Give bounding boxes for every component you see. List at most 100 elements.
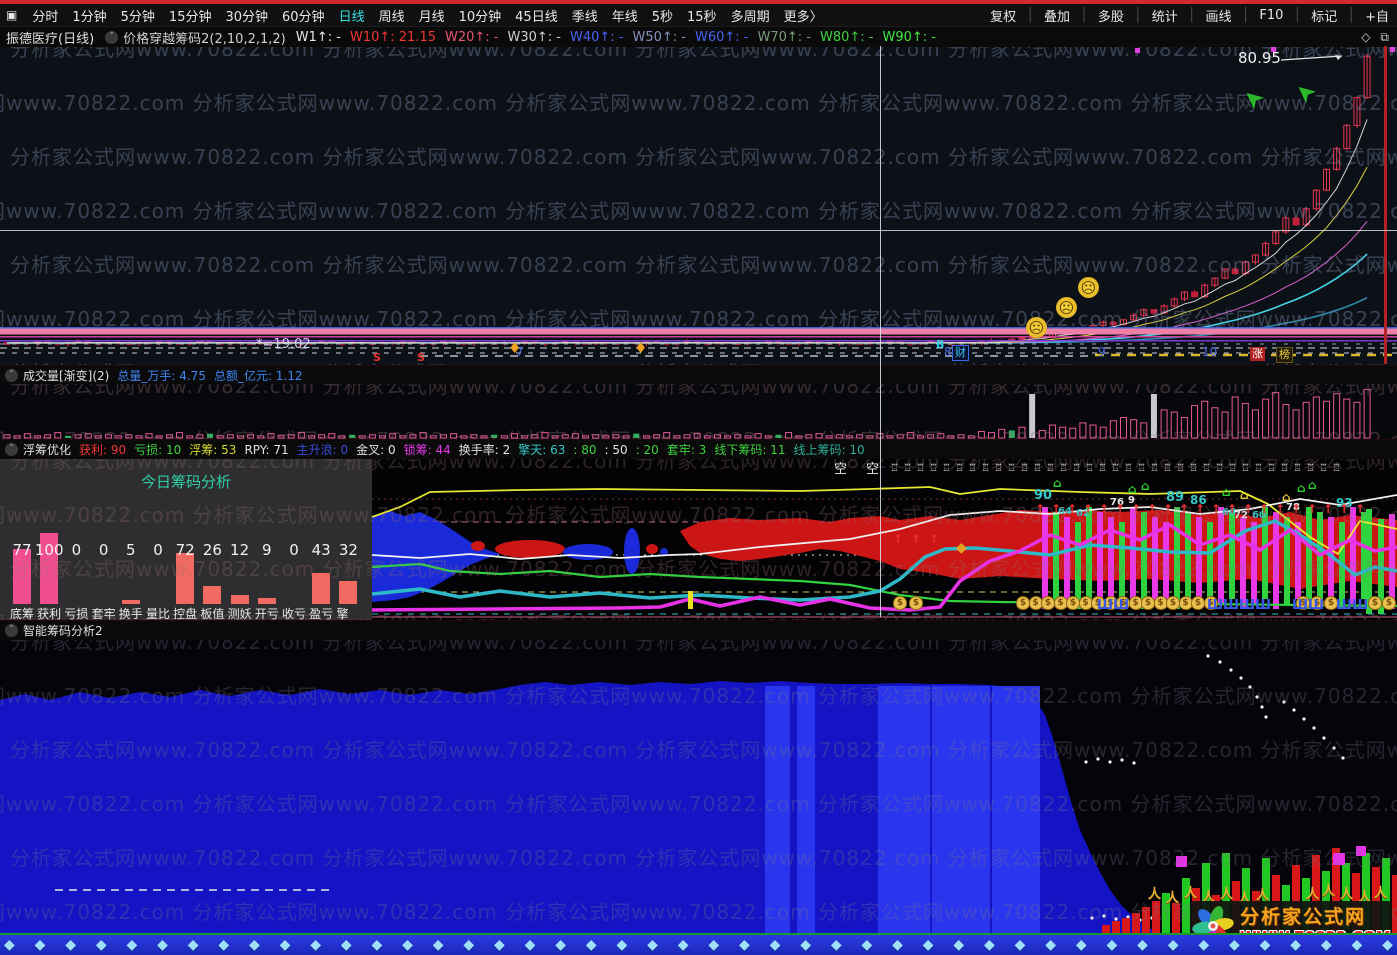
money-bag-icon: $ xyxy=(1016,596,1030,610)
toolbar-separator: │ xyxy=(1080,7,1088,23)
period-tab[interactable]: 多周期 xyxy=(730,9,770,25)
diamond-gem-icon: ◆ xyxy=(4,937,15,953)
window-icon[interactable]: ▣ xyxy=(6,8,18,22)
red-up-arrow-icon: ↑ xyxy=(1307,502,1318,516)
diamond-gem-icon: ◆ xyxy=(1351,937,1363,953)
period-tab[interactable]: 周线 xyxy=(378,9,405,25)
red-up-arrow-icon: ↑ xyxy=(1323,502,1334,516)
diamond-gem-icon: ◆ xyxy=(616,937,628,953)
collapse-icon[interactable]: ˅ xyxy=(105,30,119,44)
chip-bar xyxy=(176,552,195,604)
red-up-arrow-icon: ↑ xyxy=(1195,502,1206,516)
period-tab[interactable]: 分时 xyxy=(32,9,59,25)
period-tab[interactable]: 45日线 xyxy=(515,9,558,25)
period-tab[interactable]: 15分钟 xyxy=(168,9,212,25)
red-up-arrow-icon: ↑ xyxy=(1067,502,1078,516)
smart-chip-chart[interactable]: 分析家公式网 WWW.70822.COM 分析家公式网www.70822.com… xyxy=(0,640,1397,933)
diamond-gem-icon: ◆ xyxy=(953,937,965,953)
toolbar-button[interactable]: 画线 xyxy=(1205,9,1232,25)
main-candle-chart[interactable]: 80.95 *=19.02 分析家公式网www.70822.com 分析家公式网… xyxy=(0,47,1397,365)
period-tab[interactable]: 日线 xyxy=(338,9,365,25)
indicator-info-row: 振德医疗(日线) ˅ 价格穿越筹码2(2,10,2,1,2) W1↑: - W10… xyxy=(0,26,1397,47)
blue-w-icon: Ш xyxy=(1308,598,1325,613)
toolbar-button[interactable]: 复权 xyxy=(990,9,1017,25)
stock-title: 振德医疗(日线) xyxy=(6,31,95,47)
money-bag-icon: $ xyxy=(1141,596,1155,610)
chip-bar xyxy=(203,585,222,604)
fence-icon: ♖ xyxy=(1033,463,1042,474)
period-tab[interactable]: 年线 xyxy=(611,9,638,25)
period-tab[interactable]: 1分钟 xyxy=(72,9,107,25)
fence-icon: ♖ xyxy=(994,463,1003,474)
red-up-arrow-icon: ↑ xyxy=(1211,502,1222,516)
green-house-icon: ⌂ xyxy=(1308,478,1317,492)
logo-site-url: WWW.70822.COM xyxy=(1240,928,1391,933)
fence-icon: ♖ xyxy=(1267,463,1276,474)
magenta-dot xyxy=(1135,48,1140,53)
blue-w-icon: Ш xyxy=(1207,598,1224,613)
smart-chip-header: ˅ 智能筹码分析2 xyxy=(0,620,1397,640)
svg-text:90: 90 xyxy=(1034,488,1052,503)
w-indicator-value: W70↑: - xyxy=(757,29,812,45)
window-mode-icon[interactable]: ⧉ xyxy=(1380,29,1389,44)
toolbar-button[interactable]: 多股 xyxy=(1097,9,1124,25)
money-bag-icon: $ xyxy=(1066,596,1080,610)
blue-w-icon: Ш xyxy=(1097,598,1114,613)
period-tab[interactable]: 月线 xyxy=(418,9,445,25)
period-tab[interactable]: 30分钟 xyxy=(225,9,269,25)
diamond-gem-icon: ◆ xyxy=(463,937,475,953)
fence-icon: ♖ xyxy=(1020,463,1029,474)
month-mark: 9 xyxy=(1098,345,1106,359)
toolbar-separator: │ xyxy=(1241,7,1250,23)
toolbar-button[interactable]: 标记 xyxy=(1311,9,1338,25)
w-indicator-value: W90↑: - xyxy=(882,29,937,45)
toolbar-button[interactable]: +自 xyxy=(1365,9,1389,25)
period-tab[interactable]: 10分钟 xyxy=(458,9,502,25)
period-tab[interactable]: 更多〉 xyxy=(783,9,823,25)
diamond-gem-icon: ◆ xyxy=(402,937,413,953)
today-chip-analysis-panel: 今日筹码分析 77 底筹 100 获利 0 亏损 0 套牢 5 换手 0 量比 72 控盘 26 板值 12 测妖… xyxy=(0,459,372,620)
logo-site-name: 分析家公式网 xyxy=(1240,906,1367,928)
diamond-gem-icon: ◆ xyxy=(310,937,322,953)
fence-icon: ♖ xyxy=(1228,463,1237,474)
diamond-gem-icon: ◆ xyxy=(157,937,168,953)
diamond-gem-icon: ◆ xyxy=(494,937,505,953)
chip-value: 9 xyxy=(262,541,272,559)
sad-face-icon: ☹ xyxy=(1026,317,1047,338)
fence-icon: ♖ xyxy=(1007,463,1016,474)
buy-mark: B xyxy=(936,338,945,351)
blue-w-icon: Ш xyxy=(1336,598,1353,613)
chip-value: 32 xyxy=(338,541,358,559)
float-field: 金叉: 0 xyxy=(356,443,396,457)
red-up-arrow-icon: ↑ xyxy=(1035,502,1046,516)
toolbar-button[interactable]: 叠加 xyxy=(1044,9,1071,25)
w-indicator-value: W50↑: - xyxy=(632,29,687,45)
period-tab[interactable]: 5分钟 xyxy=(120,9,155,25)
float-field: : 80 xyxy=(573,443,597,457)
collapse-icon[interactable]: ˅ xyxy=(5,443,18,456)
collapse-icon[interactable]: ˅ xyxy=(5,624,18,637)
period-tab[interactable]: 15秒 xyxy=(687,9,717,25)
fence-icon: ♖ xyxy=(1306,463,1315,474)
collapse-icon[interactable]: ˅ xyxy=(5,368,18,382)
toolbar-button[interactable]: 统计 xyxy=(1151,9,1178,25)
crosshair-vertical xyxy=(880,46,881,617)
period-tabs: 分时 1分钟 5分钟 15分钟 30分钟 60分钟 日线 周线 月线 10分钟 45日线 季线 年线 5秒… xyxy=(25,6,829,25)
yellow-house-icon: ⌂ xyxy=(1282,490,1291,504)
period-tab[interactable]: 5秒 xyxy=(651,9,674,25)
money-bag-icon: $ xyxy=(1324,596,1338,610)
red-up-arrow-icon: ↑ xyxy=(1163,502,1174,516)
period-tab[interactable]: 季线 xyxy=(571,9,598,25)
float-field: 亏损: 10 xyxy=(134,443,182,457)
red-up-arrow-icon: ↑ xyxy=(893,532,904,546)
volume-chart[interactable]: 分析家公式网www.70822.com 分析家公式网www.70822.com … xyxy=(0,384,1397,439)
red-up-arrow-icon: ↑ xyxy=(1259,502,1270,516)
float-chip-chart[interactable]: 90 89 86 93 64 62 66 60 76 9 72 78 今日筹码分析 77 底筹 100 获利… xyxy=(0,459,1397,620)
fence-icon: ♖ xyxy=(1332,463,1341,474)
chip-bar xyxy=(13,549,31,604)
diamond-icon[interactable]: ◇ xyxy=(1361,29,1371,44)
toolbar-button[interactable]: F10 xyxy=(1259,7,1284,23)
badge-zhang: 涨 xyxy=(1250,347,1265,361)
chip-category-label: 收亏 xyxy=(281,607,307,620)
period-tab[interactable]: 60分钟 xyxy=(282,9,325,25)
